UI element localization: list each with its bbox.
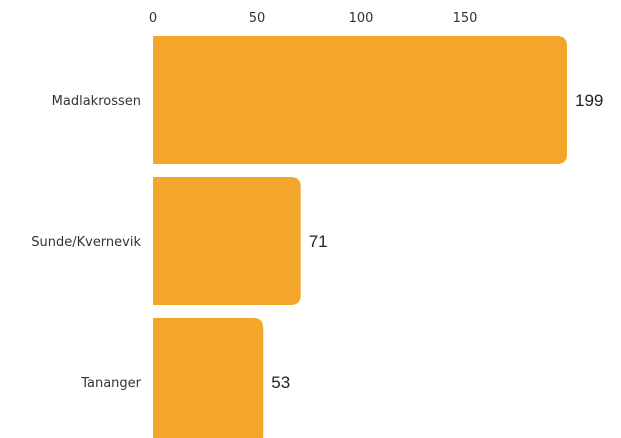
category-labels: Madlakrossen Sunde/Kvernevik Tananger	[31, 94, 141, 391]
bar	[153, 177, 301, 305]
value-label: 199	[575, 91, 603, 110]
x-tick-label: 0	[149, 11, 157, 26]
x-tick-label: 150	[453, 11, 478, 26]
category-label: Tananger	[80, 376, 141, 391]
bars	[153, 36, 567, 438]
value-label: 71	[309, 232, 328, 251]
value-labels: 199 71 53	[271, 91, 603, 392]
bar	[153, 318, 264, 438]
value-label: 53	[271, 373, 290, 392]
x-axis-ticks: 0 50 100 150	[149, 11, 478, 26]
category-label: Sunde/Kvernevik	[31, 235, 141, 250]
bar	[153, 36, 567, 164]
category-label: Madlakrossen	[52, 94, 141, 109]
x-tick-label: 50	[249, 11, 266, 26]
x-tick-label: 100	[349, 11, 374, 26]
